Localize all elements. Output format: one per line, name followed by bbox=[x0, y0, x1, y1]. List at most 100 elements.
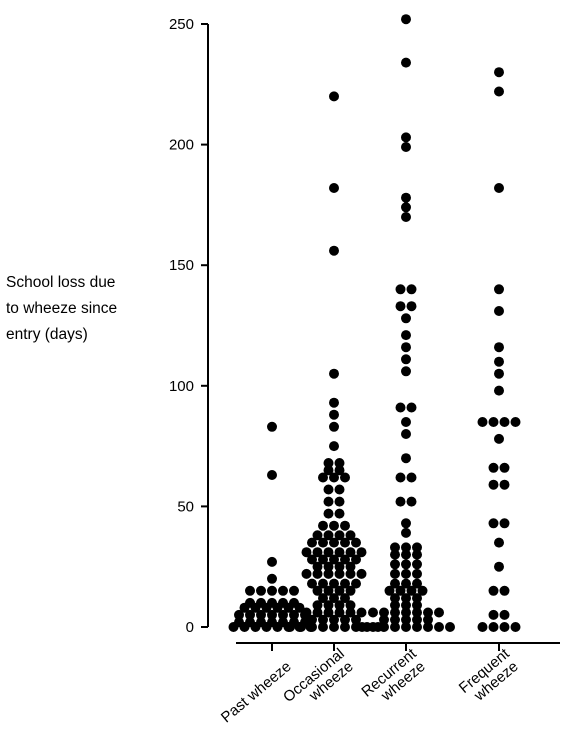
data-point bbox=[390, 600, 400, 611]
data-point bbox=[250, 602, 261, 613]
data-point bbox=[423, 614, 433, 625]
data-point bbox=[390, 607, 400, 618]
y-tick-label: 0 bbox=[186, 619, 194, 636]
data-point bbox=[256, 585, 266, 596]
data-point bbox=[499, 585, 510, 596]
data-point bbox=[494, 67, 504, 78]
data-point bbox=[334, 568, 345, 579]
data-point bbox=[494, 284, 504, 295]
data-point bbox=[239, 602, 250, 613]
data-point bbox=[412, 578, 422, 589]
data-point bbox=[401, 132, 411, 143]
data-point bbox=[329, 593, 339, 604]
data-point bbox=[340, 537, 350, 548]
data-point bbox=[412, 549, 422, 560]
data-point bbox=[412, 622, 422, 632]
data-point bbox=[272, 622, 283, 632]
data-point bbox=[296, 622, 306, 632]
data-point bbox=[395, 301, 406, 312]
data-point bbox=[401, 192, 411, 203]
y-tick-label: 50 bbox=[177, 498, 194, 515]
data-point bbox=[345, 530, 356, 541]
data-point bbox=[406, 301, 417, 312]
data-point bbox=[329, 421, 339, 432]
data-point bbox=[307, 537, 317, 548]
data-point bbox=[283, 602, 294, 613]
data-point bbox=[329, 614, 339, 625]
data-point bbox=[329, 578, 339, 589]
data-point bbox=[494, 433, 504, 444]
data-point bbox=[267, 585, 277, 596]
data-point bbox=[318, 614, 328, 625]
data-point bbox=[307, 578, 317, 589]
data-point bbox=[477, 417, 488, 427]
data-point bbox=[318, 622, 328, 632]
data-point bbox=[406, 284, 417, 295]
y-tick-label: 100 bbox=[169, 378, 194, 395]
y-tick-label: 250 bbox=[169, 16, 194, 33]
data-point bbox=[334, 561, 345, 572]
data-point bbox=[499, 609, 510, 620]
data-point bbox=[412, 542, 422, 553]
data-point bbox=[329, 91, 339, 102]
data-point bbox=[267, 609, 277, 620]
data-point bbox=[401, 542, 411, 553]
data-point bbox=[245, 609, 255, 620]
data-point bbox=[494, 561, 504, 572]
data-point bbox=[345, 585, 356, 596]
data-point bbox=[390, 568, 400, 579]
y-axis-label: School loss due to wheeze since entry (d… bbox=[6, 270, 176, 348]
data-point bbox=[329, 397, 339, 408]
data-point bbox=[379, 607, 389, 618]
data-point bbox=[423, 622, 433, 632]
data-point bbox=[401, 593, 411, 604]
data-point bbox=[272, 602, 283, 613]
data-point bbox=[488, 462, 499, 473]
data-point bbox=[488, 585, 499, 596]
data-point bbox=[307, 614, 317, 625]
data-point bbox=[329, 537, 339, 548]
data-point bbox=[318, 554, 328, 565]
data-point bbox=[401, 330, 411, 341]
data-point bbox=[294, 602, 305, 613]
data-point bbox=[334, 607, 345, 618]
data-point bbox=[395, 496, 406, 507]
data-point bbox=[340, 472, 350, 483]
data-point bbox=[384, 585, 395, 596]
data-point bbox=[323, 458, 334, 468]
data-point bbox=[312, 547, 323, 558]
data-point bbox=[499, 518, 510, 529]
data-point bbox=[401, 354, 411, 365]
data-point bbox=[289, 609, 299, 620]
data-point bbox=[307, 554, 317, 565]
data-point bbox=[345, 561, 356, 572]
data-point bbox=[323, 496, 334, 507]
data-point bbox=[401, 417, 411, 427]
data-point bbox=[494, 342, 504, 353]
data-point bbox=[401, 429, 411, 439]
data-point bbox=[499, 479, 510, 490]
data-point bbox=[401, 527, 411, 538]
data-point bbox=[390, 549, 400, 560]
data-point bbox=[401, 578, 411, 589]
data-point bbox=[323, 547, 334, 558]
data-point bbox=[401, 212, 411, 222]
data-point bbox=[334, 547, 345, 558]
data-point bbox=[488, 609, 499, 620]
data-point bbox=[250, 622, 261, 632]
data-point bbox=[395, 585, 406, 596]
data-point bbox=[261, 622, 272, 632]
data-point bbox=[494, 368, 504, 379]
data-point bbox=[329, 245, 339, 256]
data-point bbox=[412, 559, 422, 570]
data-point bbox=[323, 530, 334, 541]
data-point bbox=[329, 183, 339, 193]
data-point bbox=[390, 578, 400, 589]
data-point bbox=[334, 600, 345, 611]
data-point bbox=[329, 520, 339, 531]
data-point bbox=[499, 462, 510, 473]
data-point bbox=[323, 607, 334, 618]
data-point bbox=[329, 409, 339, 420]
data-point bbox=[278, 609, 288, 620]
data-point bbox=[390, 593, 400, 604]
